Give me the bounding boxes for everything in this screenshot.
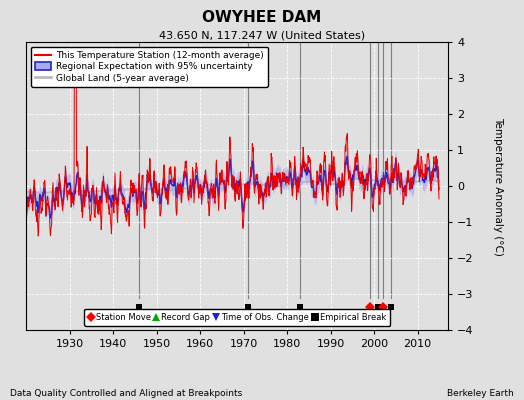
Text: Berkeley Earth: Berkeley Earth bbox=[447, 389, 514, 398]
Text: Data Quality Controlled and Aligned at Breakpoints: Data Quality Controlled and Aligned at B… bbox=[10, 389, 243, 398]
Y-axis label: Temperature Anomaly (°C): Temperature Anomaly (°C) bbox=[493, 116, 503, 256]
Legend: Station Move, Record Gap, Time of Obs. Change, Empirical Break: Station Move, Record Gap, Time of Obs. C… bbox=[84, 308, 390, 326]
Text: 43.650 N, 117.247 W (United States): 43.650 N, 117.247 W (United States) bbox=[159, 30, 365, 40]
Text: OWYHEE DAM: OWYHEE DAM bbox=[202, 10, 322, 25]
